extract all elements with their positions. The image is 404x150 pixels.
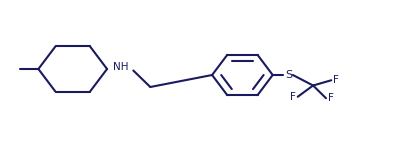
Text: F: F	[290, 92, 296, 102]
Text: F: F	[333, 75, 339, 85]
Text: S: S	[285, 70, 292, 80]
Text: NH: NH	[113, 63, 128, 72]
Text: F: F	[328, 93, 334, 103]
